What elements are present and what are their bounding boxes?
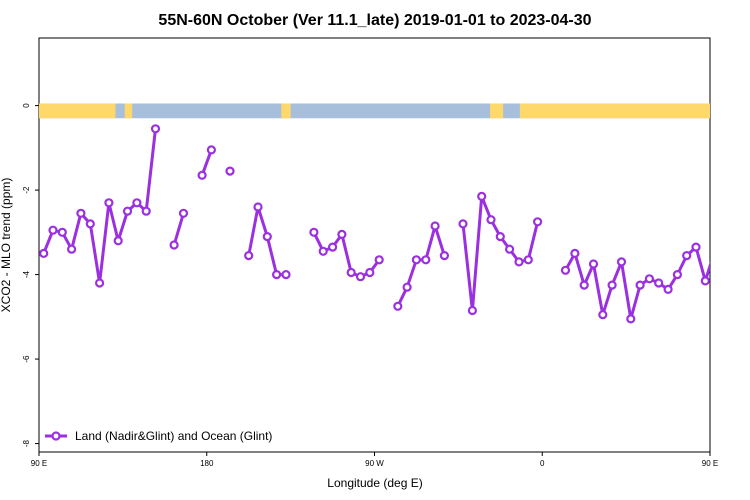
y-tick-label: -4 bbox=[22, 270, 31, 278]
data-point bbox=[355, 272, 366, 282]
x-tick-label: 0 bbox=[540, 459, 545, 468]
land-band-segment bbox=[124, 103, 133, 119]
data-point bbox=[272, 270, 282, 280]
data-point bbox=[346, 267, 356, 278]
data-point bbox=[225, 166, 235, 176]
x-tick-label: 180 bbox=[200, 459, 214, 468]
data-point bbox=[393, 301, 403, 311]
data-point bbox=[76, 208, 86, 218]
data-point bbox=[682, 251, 692, 261]
x-tick-label: 90 E bbox=[31, 459, 47, 468]
series-group bbox=[39, 124, 746, 324]
data-point bbox=[104, 198, 114, 208]
data-point bbox=[281, 270, 291, 280]
data-point bbox=[607, 280, 617, 290]
data-point bbox=[309, 227, 319, 237]
data-point bbox=[328, 242, 338, 252]
data-point bbox=[730, 229, 737, 236]
data-point bbox=[150, 124, 161, 134]
data-point bbox=[122, 206, 133, 216]
data-point bbox=[411, 255, 421, 265]
x-tick-label: 90 W bbox=[365, 459, 384, 468]
data-point bbox=[402, 282, 412, 292]
data-point bbox=[318, 246, 328, 256]
data-point bbox=[244, 251, 254, 261]
data-point bbox=[48, 225, 58, 235]
data-point bbox=[39, 248, 49, 258]
data-point bbox=[85, 219, 95, 229]
plot-frame bbox=[38, 37, 711, 453]
data-point bbox=[374, 255, 384, 265]
data-point bbox=[711, 248, 718, 255]
data-point bbox=[523, 255, 533, 265]
land-band-segment bbox=[519, 103, 710, 119]
data-point bbox=[588, 259, 599, 269]
data-point bbox=[141, 206, 151, 216]
y-tick-label: 0 bbox=[22, 103, 31, 108]
legend-marker bbox=[51, 431, 61, 441]
series-line bbox=[461, 194, 540, 312]
x-axis: 90 E 180 90 W 0 90 E bbox=[31, 452, 718, 468]
data-point bbox=[739, 246, 746, 253]
data-point bbox=[570, 248, 580, 258]
data-point bbox=[532, 217, 543, 227]
series-line bbox=[172, 212, 185, 246]
series-layer bbox=[39, 124, 746, 324]
legend: Land (Nadir&Glint) and Ocean (Glint) bbox=[45, 429, 272, 443]
y-axis: 0 -2 -4 -6 -8 bbox=[22, 103, 39, 447]
data-point bbox=[495, 232, 505, 242]
data-point bbox=[700, 276, 710, 286]
data-point bbox=[337, 229, 347, 239]
data-point bbox=[672, 270, 683, 280]
land-band-segment bbox=[281, 103, 291, 119]
data-point bbox=[721, 227, 728, 234]
y-axis-label: XCO2 - MLO trend (ppm) bbox=[0, 178, 13, 313]
data-point bbox=[467, 305, 477, 316]
data-point bbox=[66, 244, 77, 254]
y-tick-label: -2 bbox=[22, 186, 31, 194]
data-point bbox=[477, 191, 487, 201]
data-point bbox=[598, 310, 608, 320]
data-point bbox=[644, 274, 655, 284]
data-point bbox=[458, 219, 468, 229]
data-point bbox=[505, 244, 515, 254]
data-point bbox=[132, 198, 142, 208]
data-point bbox=[439, 251, 449, 261]
data-point bbox=[635, 280, 645, 290]
y-tick-label: -8 bbox=[22, 439, 31, 447]
data-point bbox=[421, 255, 431, 265]
series-line bbox=[396, 224, 446, 307]
data-point bbox=[430, 221, 440, 231]
data-point bbox=[178, 208, 189, 218]
y-tick-label: -6 bbox=[22, 355, 31, 363]
land-band-segment bbox=[39, 103, 116, 119]
data-point bbox=[579, 280, 589, 290]
data-point bbox=[169, 240, 179, 250]
data-point bbox=[94, 278, 105, 288]
data-point bbox=[663, 284, 673, 294]
land-band-segment bbox=[490, 103, 504, 119]
land-ocean-band bbox=[39, 103, 710, 119]
x-tick-label: 90 E bbox=[702, 459, 718, 468]
data-point bbox=[57, 227, 67, 237]
data-point bbox=[654, 278, 664, 288]
data-point bbox=[262, 232, 272, 242]
x-axis-label: Longitude (deg E) bbox=[327, 476, 422, 490]
series-line bbox=[564, 245, 710, 321]
data-point bbox=[616, 257, 627, 267]
data-point bbox=[691, 242, 701, 252]
legend-label: Land (Nadir&Glint) and Ocean (Glint) bbox=[75, 429, 272, 443]
data-point bbox=[206, 145, 216, 155]
data-point bbox=[486, 215, 496, 225]
data-point bbox=[197, 170, 207, 180]
data-point bbox=[626, 314, 636, 324]
data-point bbox=[113, 236, 123, 246]
data-point bbox=[253, 202, 263, 212]
chart-title: 55N-60N October (Ver 11.1_late) 2019-01-… bbox=[158, 12, 591, 29]
data-point bbox=[514, 257, 524, 267]
data-point bbox=[560, 265, 571, 275]
data-point bbox=[365, 267, 375, 278]
